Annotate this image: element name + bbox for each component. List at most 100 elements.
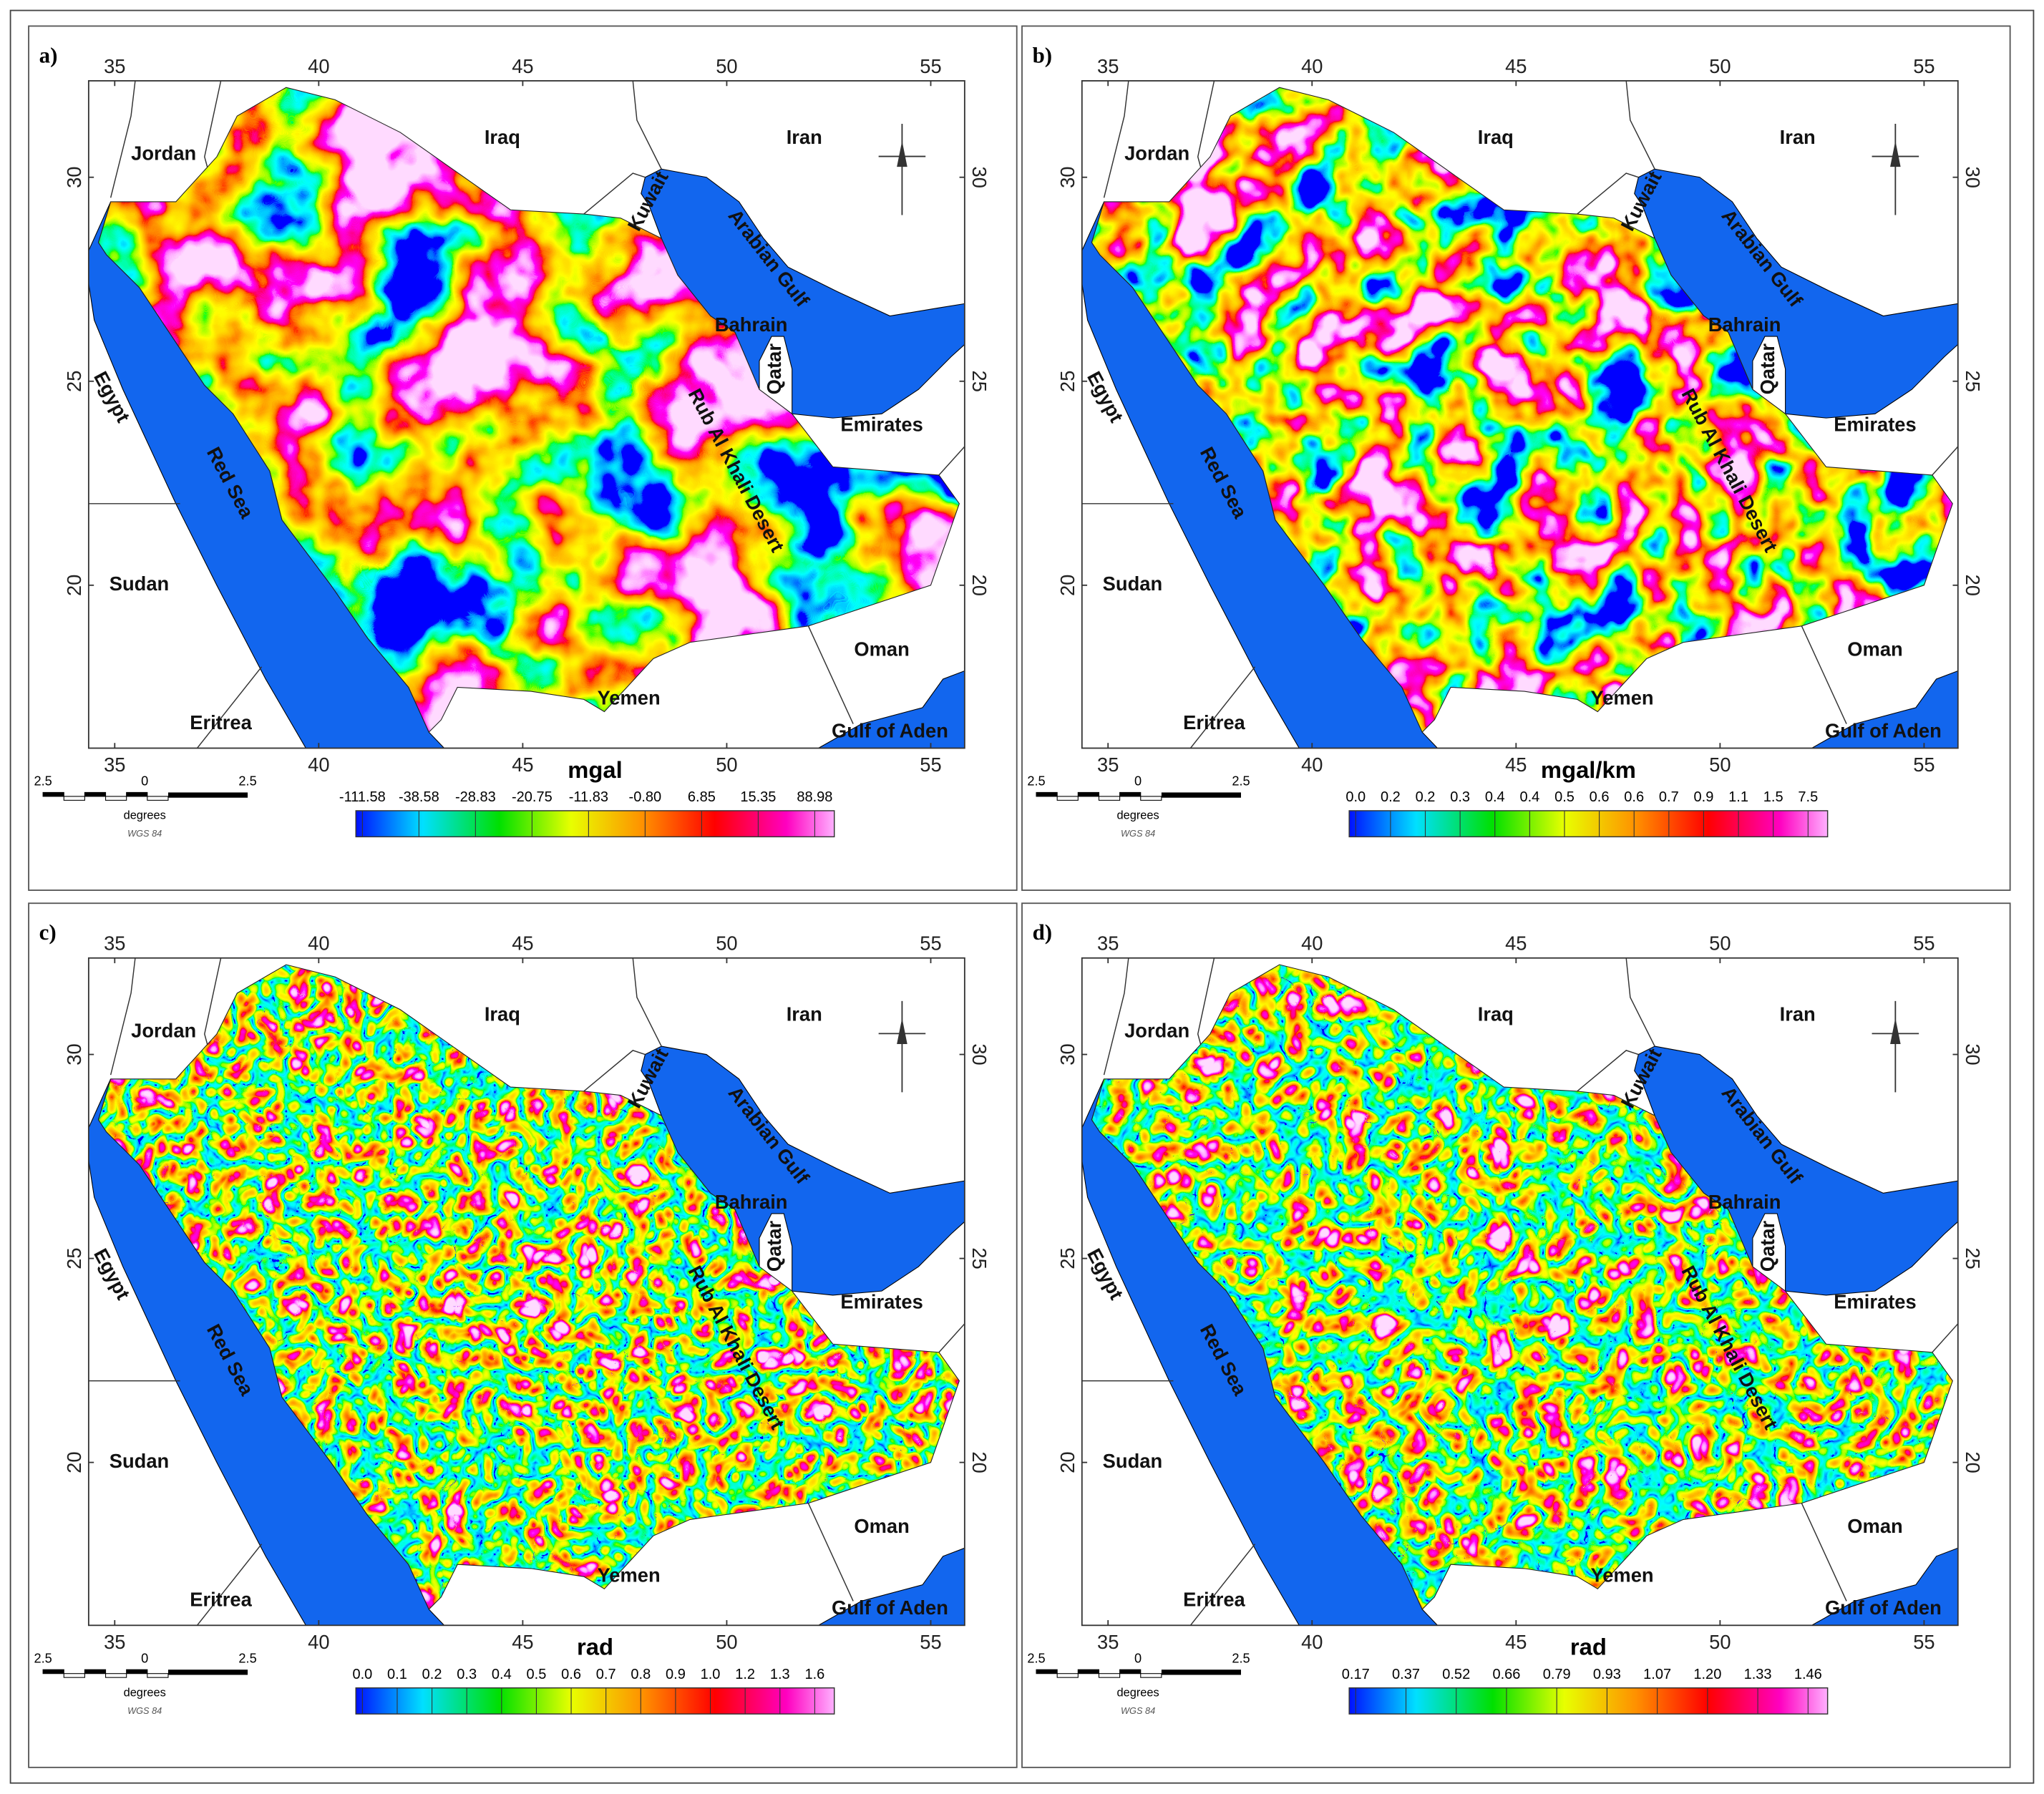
scale-bar: 2.5 0 2.5 degrees WGS 84 [34,774,256,839]
lon-tick-label: 55 [1913,754,1934,776]
scale-segment [147,796,169,801]
place-name: Gulf of Aden [832,719,948,741]
scale-label: 2.5 [1232,774,1250,789]
lat-tick-label: 30 [968,1043,991,1065]
scale-segment [42,791,64,797]
lon-tick-label: 55 [1913,55,1934,77]
sea [1811,1547,1958,1626]
scale-label: 0 [141,774,148,789]
colorbar-label: 7.5 [1798,789,1818,805]
lon-tick-label: 50 [1709,1631,1731,1653]
scale-segment [147,1673,169,1678]
place-name: Sudan [110,1450,169,1472]
border [632,81,662,170]
border [196,666,263,749]
scale-bar: 2.5 0 2.5 degrees WGS 84 [34,1651,256,1715]
lat-tick-label: 30 [1056,1043,1079,1065]
place-name: Sudan [1103,1450,1162,1472]
colorbar-label: 0.3 [457,1667,477,1682]
colorbar-label: 88.98 [797,789,832,805]
scale-segment [1036,1669,1058,1674]
colorbar-label: 0.93 [1593,1667,1621,1682]
lon-tick-label: 40 [1301,754,1323,776]
lon-tick-label: 40 [1301,1631,1323,1653]
colorbar-label: 0.8 [631,1667,651,1682]
lat-tick-label: 25 [1962,1247,1984,1269]
scale-segment [1077,1669,1100,1674]
outer-border [9,9,2035,1784]
scale-label: 2.5 [34,774,52,789]
scale-label: 2.5 [238,774,256,789]
colorbar-label: 0.6 [1590,789,1610,805]
north-arrow [897,1018,907,1044]
place-name: Oman [1847,1515,1902,1537]
sea [1811,670,1958,749]
panel-label: c) [39,920,57,945]
border [938,446,965,476]
place-name: Iran [787,126,822,148]
colorbar-label: 0.6 [561,1667,581,1682]
border [583,172,646,215]
colorbar-label: 0.5 [527,1667,547,1682]
scale-bar: 2.5 0 2.5 degrees WGS 84 [1027,1651,1250,1715]
place-name: Oman [1847,638,1902,660]
colorbar-label: 0.79 [1543,1667,1571,1682]
lon-tick-label: 35 [1097,754,1119,776]
scale-datum: WGS 84 [127,1705,162,1716]
scale-bar: 2.5 0 2.5 degrees WGS 84 [1027,774,1250,839]
colorbar-label: 1.46 [1794,1667,1822,1682]
colorbar [1348,810,1829,838]
sea [817,1547,965,1626]
border [196,1544,263,1626]
lat-tick-label: 20 [1056,1451,1079,1473]
border [938,1323,965,1353]
colorbar-label: 0.9 [666,1667,686,1682]
place-name: Sudan [110,572,169,595]
lat-tick-label: 25 [968,1247,991,1269]
colorbar-label: 0.2 [1416,789,1436,805]
place-name: Yemen [598,687,661,709]
place-name: Gulf of Aden [1825,1596,1942,1619]
scale-segment [63,1673,85,1678]
scale-segment [1119,791,1142,797]
scale-segment [42,1669,64,1674]
lat-tick-label: 30 [1962,167,1984,188]
colorbar-label: 0.52 [1442,1667,1470,1682]
scale-segment [1119,1669,1142,1674]
scale-segment [1098,796,1121,801]
border [1189,666,1256,749]
map-panel: b) 35 35 40 40 45 45 50 50 55 55 30 30 25 25 20 20 Jordan… [1021,25,2011,891]
lon-tick-label: 40 [1301,55,1323,77]
lat-tick-label: 20 [63,1451,85,1473]
colorbar-label: -20.75 [512,789,553,805]
scale-label: 0 [1134,1651,1142,1665]
colorbar-label: 0.0 [352,1667,372,1682]
scale-segment [1036,791,1058,797]
colorbar-label: 1.07 [1643,1667,1671,1682]
border [583,1050,646,1092]
scale-segment [1140,796,1162,801]
scale-segment [1077,791,1100,797]
colorbar-unit: mgal [568,756,622,783]
scale-segment [104,796,127,801]
colorbar-label: 0.4 [492,1667,512,1682]
place-name: Yemen [1591,1564,1654,1586]
colorbar-label: 0.17 [1342,1667,1370,1682]
place-name: Jordan [131,1019,196,1041]
place-name: Yemen [1591,687,1654,709]
border [1103,957,1129,1076]
lon-tick-label: 35 [1097,1631,1119,1653]
colorbar-label: 0.7 [596,1667,616,1682]
place-name: Iraq [485,1003,520,1025]
lon-tick-label: 55 [920,1631,941,1653]
scale-segment [167,1669,248,1675]
colorbar [355,1687,835,1715]
colorbar-unit: rad [577,1634,613,1660]
scale-datum: WGS 84 [127,828,162,839]
colorbar-label: -11.83 [569,789,608,805]
scale-segment [1161,792,1241,798]
place-name: Jordan [1124,1019,1189,1041]
lon-tick-label: 50 [716,932,737,955]
place-name: Qatar [1756,343,1778,395]
panel-label: a) [39,42,58,67]
